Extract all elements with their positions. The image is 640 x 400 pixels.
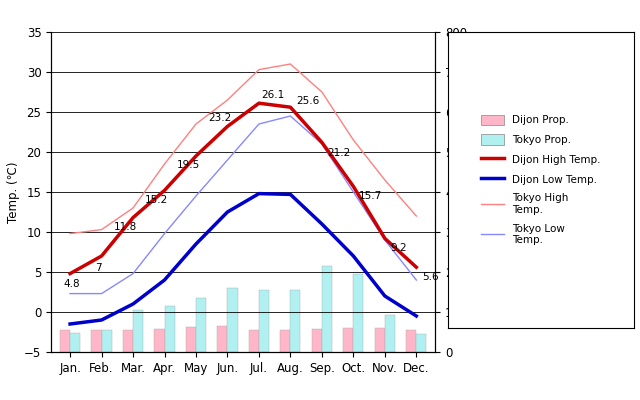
Text: 23.2: 23.2 — [208, 113, 231, 123]
Y-axis label: Prop. (mm): Prop. (mm) — [471, 159, 484, 225]
Bar — [70, 333, 80, 352]
Bar — [416, 334, 426, 352]
Bar — [375, 328, 385, 352]
Bar — [196, 298, 206, 352]
Legend: Dijon Prop., Tokyo Prop., Dijon High Temp., Dijon Low Temp., Tokyo High
Temp., T: Dijon Prop., Tokyo Prop., Dijon High Tem… — [478, 112, 604, 248]
Bar — [133, 310, 143, 352]
Bar — [353, 274, 364, 352]
Bar — [343, 328, 353, 352]
Text: 11.8: 11.8 — [113, 222, 137, 232]
Bar — [123, 330, 133, 352]
Text: 5.6: 5.6 — [422, 272, 438, 282]
Bar — [102, 330, 111, 352]
Text: 26.1: 26.1 — [262, 90, 285, 100]
Bar — [186, 327, 196, 352]
Y-axis label: Temp. (℃): Temp. (℃) — [7, 161, 20, 223]
Bar — [291, 290, 301, 352]
Text: 15.7: 15.7 — [359, 191, 382, 201]
Bar — [154, 329, 164, 352]
Bar — [164, 306, 175, 352]
Bar — [249, 330, 259, 352]
Bar — [322, 266, 332, 352]
Text: 9.2: 9.2 — [390, 243, 407, 253]
Text: 25.6: 25.6 — [296, 96, 319, 106]
Bar — [92, 330, 102, 352]
Text: 21.2: 21.2 — [328, 148, 351, 158]
Bar — [259, 290, 269, 352]
Text: 19.5: 19.5 — [177, 160, 200, 170]
Text: 4.8: 4.8 — [63, 280, 80, 290]
Bar — [312, 329, 322, 352]
Bar — [406, 330, 416, 352]
Text: 15.2: 15.2 — [145, 195, 168, 205]
Bar — [280, 330, 291, 352]
Bar — [218, 326, 227, 352]
Bar — [227, 288, 237, 352]
Text: 7: 7 — [95, 263, 101, 273]
Bar — [385, 315, 395, 352]
Bar — [60, 330, 70, 352]
